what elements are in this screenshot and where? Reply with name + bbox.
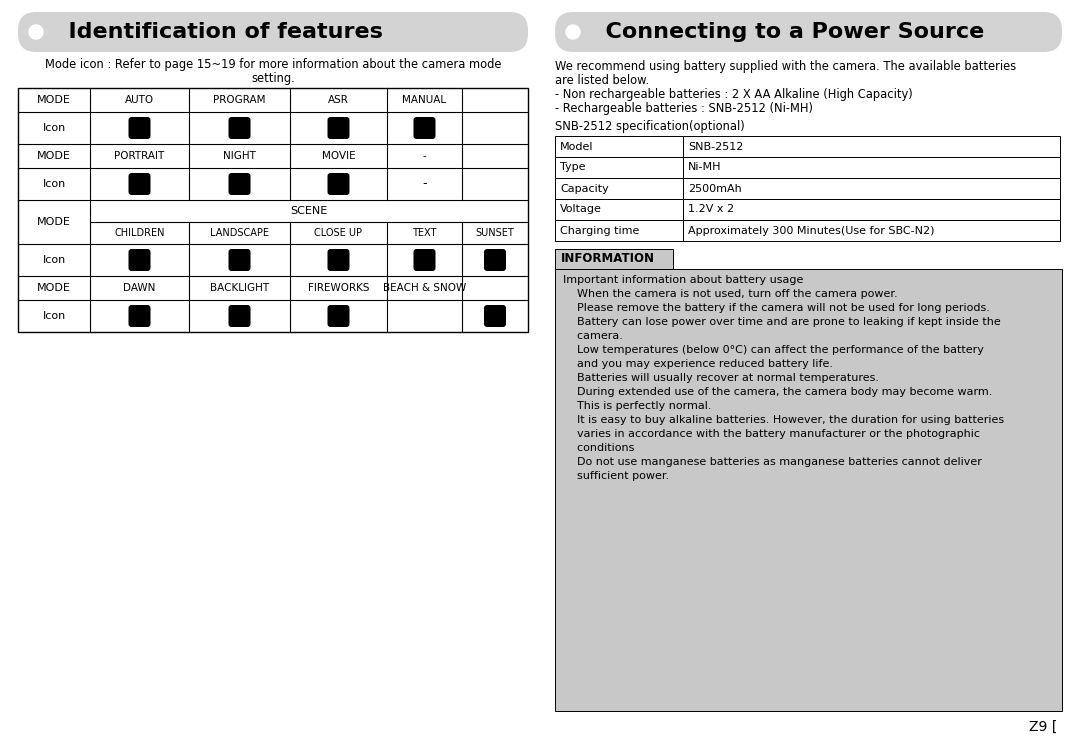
Text: ASR: ASR [328, 95, 349, 105]
FancyBboxPatch shape [414, 117, 435, 139]
Text: Type: Type [561, 163, 585, 172]
Text: Please remove the battery if the camera will not be used for long periods.: Please remove the battery if the camera … [563, 303, 990, 313]
FancyBboxPatch shape [129, 305, 150, 327]
FancyBboxPatch shape [484, 305, 507, 327]
FancyBboxPatch shape [129, 117, 150, 139]
Text: Z9 [: Z9 [ [1029, 720, 1057, 734]
Text: SNB-2512 specification(optional): SNB-2512 specification(optional) [555, 120, 745, 133]
Text: PROGRAM: PROGRAM [213, 95, 266, 105]
FancyBboxPatch shape [327, 117, 350, 139]
Text: Batteries will usually recover at normal temperatures.: Batteries will usually recover at normal… [563, 373, 879, 383]
Bar [555, 178, 683, 199]
Text: When the camera is not used, turn off the camera power.: When the camera is not used, turn off th… [563, 289, 897, 299]
Text: conditions: conditions [563, 443, 634, 453]
Text: MODE: MODE [37, 95, 71, 105]
Bar [555, 269, 1062, 711]
Text: BACKLIGHT: BACKLIGHT [210, 283, 269, 293]
Text: MODE: MODE [37, 217, 71, 227]
Text: This is perfectly normal.: This is perfectly normal. [563, 401, 712, 411]
Text: LANDSCAPE: LANDSCAPE [210, 228, 269, 238]
Text: During extended use of the camera, the camera body may become warm.: During extended use of the camera, the c… [563, 387, 993, 397]
Text: Low temperatures (below 0°C) can affect the performance of the battery: Low temperatures (below 0°C) can affect … [563, 345, 984, 355]
Text: -: - [422, 151, 427, 161]
Text: Icon: Icon [42, 123, 66, 133]
Bar [18, 88, 528, 332]
Text: Identification of features: Identification of features [53, 22, 383, 42]
Text: TEXT: TEXT [413, 228, 436, 238]
Bar [683, 157, 1059, 178]
Text: Connecting to a Power Source: Connecting to a Power Source [590, 22, 984, 42]
Bar [555, 157, 683, 178]
Text: Important information about battery usage: Important information about battery usag… [563, 275, 804, 285]
Bar [683, 199, 1059, 220]
Text: AUTO: AUTO [125, 95, 154, 105]
Circle shape [29, 25, 43, 39]
Text: - Rechargeable batteries : SNB-2512 (Ni-MH): - Rechargeable batteries : SNB-2512 (Ni-… [555, 102, 813, 115]
Text: sufficient power.: sufficient power. [563, 471, 670, 481]
Text: FIREWORKS: FIREWORKS [308, 283, 369, 293]
FancyBboxPatch shape [129, 173, 150, 195]
FancyBboxPatch shape [414, 249, 435, 271]
FancyBboxPatch shape [229, 173, 251, 195]
Text: camera.: camera. [563, 331, 623, 341]
Text: MANUAL: MANUAL [403, 95, 446, 105]
FancyBboxPatch shape [18, 12, 528, 52]
Text: MODE: MODE [37, 151, 71, 161]
Text: DAWN: DAWN [123, 283, 156, 293]
Text: -: - [422, 178, 427, 190]
Text: Battery can lose power over time and are prone to leaking if kept inside the: Battery can lose power over time and are… [563, 317, 1001, 327]
FancyBboxPatch shape [327, 249, 350, 271]
Text: Voltage: Voltage [561, 204, 602, 215]
Text: SCENE: SCENE [291, 206, 327, 216]
Text: SNB-2512: SNB-2512 [688, 142, 743, 151]
Text: MODE: MODE [37, 283, 71, 293]
Text: 2500mAh: 2500mAh [688, 184, 742, 193]
FancyBboxPatch shape [229, 249, 251, 271]
FancyBboxPatch shape [327, 305, 350, 327]
Text: BEACH & SNOW: BEACH & SNOW [383, 283, 467, 293]
FancyBboxPatch shape [327, 173, 350, 195]
Text: CHILDREN: CHILDREN [114, 228, 165, 238]
Text: Icon: Icon [42, 255, 66, 265]
Text: Do not use manganese batteries as manganese batteries cannot deliver: Do not use manganese batteries as mangan… [563, 457, 982, 467]
Text: Icon: Icon [42, 179, 66, 189]
Text: Approximately 300 Minutes(Use for SBC-N2): Approximately 300 Minutes(Use for SBC-N2… [688, 225, 934, 236]
Bar [683, 220, 1059, 241]
Text: varies in accordance with the battery manufacturer or the photographic: varies in accordance with the battery ma… [563, 429, 980, 439]
Text: MOVIE: MOVIE [322, 151, 355, 161]
Text: CLOSE UP: CLOSE UP [314, 228, 363, 238]
Bar [683, 136, 1059, 157]
Text: INFORMATION: INFORMATION [561, 252, 654, 266]
Text: are listed below.: are listed below. [555, 74, 649, 87]
Bar [555, 220, 683, 241]
FancyBboxPatch shape [484, 249, 507, 271]
Text: Capacity: Capacity [561, 184, 609, 193]
Text: PORTRAIT: PORTRAIT [114, 151, 164, 161]
Text: We recommend using battery supplied with the camera. The available batteries: We recommend using battery supplied with… [555, 60, 1016, 73]
Text: Charging time: Charging time [561, 225, 639, 236]
Bar [555, 199, 683, 220]
Bar [555, 136, 683, 157]
Text: Icon: Icon [42, 311, 66, 321]
Text: setting.: setting. [252, 72, 295, 85]
Bar [683, 178, 1059, 199]
Circle shape [566, 25, 580, 39]
Text: It is easy to buy alkaline batteries. However, the duration for using batteries: It is easy to buy alkaline batteries. Ho… [563, 415, 1004, 425]
Text: Mode icon : Refer to page 15~19 for more information about the camera mode: Mode icon : Refer to page 15~19 for more… [44, 58, 501, 71]
Bar [555, 249, 673, 269]
FancyBboxPatch shape [229, 117, 251, 139]
Text: and you may experience reduced battery life.: and you may experience reduced battery l… [563, 359, 833, 369]
Text: 1.2V x 2: 1.2V x 2 [688, 204, 734, 215]
Text: NIGHT: NIGHT [224, 151, 256, 161]
Text: SUNSET: SUNSET [475, 228, 514, 238]
FancyBboxPatch shape [555, 12, 1062, 52]
FancyBboxPatch shape [129, 249, 150, 271]
FancyBboxPatch shape [229, 305, 251, 327]
Text: Ni-MH: Ni-MH [688, 163, 721, 172]
Text: Model: Model [561, 142, 594, 151]
Text: - Non rechargeable batteries : 2 X AA Alkaline (High Capacity): - Non rechargeable batteries : 2 X AA Al… [555, 88, 913, 101]
